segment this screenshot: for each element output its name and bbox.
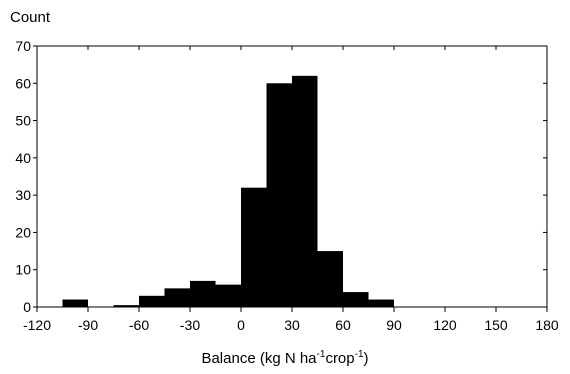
histogram-bar-2 [139,295,165,307]
x-tick-label: -30 [180,317,200,333]
x-axis-title: Balance (kg N ha-1crop-1) [201,349,369,367]
histogram-bar-0 [62,299,88,307]
histogram-bar-7 [266,83,292,307]
y-tick-label: 70 [15,38,31,54]
histogram-bar-5 [215,284,241,307]
histogram-bar-10 [343,292,369,307]
y-tick-label: 50 [15,113,31,129]
histogram-bar-8 [292,75,318,307]
y-tick-label: 30 [15,187,31,203]
y-tick-label: 0 [23,299,31,315]
y-tick-label: 40 [15,150,31,166]
x-tick-label: 0 [237,317,245,333]
histogram-bar-6 [241,187,267,307]
y-tick-label: 20 [15,224,31,240]
y-tick-label: 10 [15,262,31,278]
x-tick-label: -60 [129,317,149,333]
histogram-bar-3 [164,288,190,307]
histogram-bar-9 [317,251,343,307]
x-tick-label: 120 [433,317,457,333]
histogram-bar-11 [368,299,394,307]
histogram-bar-1 [113,305,139,307]
x-tick-label: 150 [484,317,508,333]
x-tick-label: 90 [386,317,402,333]
x-tick-label: -120 [23,317,51,333]
x-tick-label: 180 [535,317,559,333]
histogram-bar-4 [190,280,216,307]
x-tick-label: -90 [78,317,98,333]
y-axis-title: Count [10,9,51,26]
y-tick-label: 60 [15,75,31,91]
x-tick-label: 30 [284,317,300,333]
x-tick-label: 60 [335,317,351,333]
